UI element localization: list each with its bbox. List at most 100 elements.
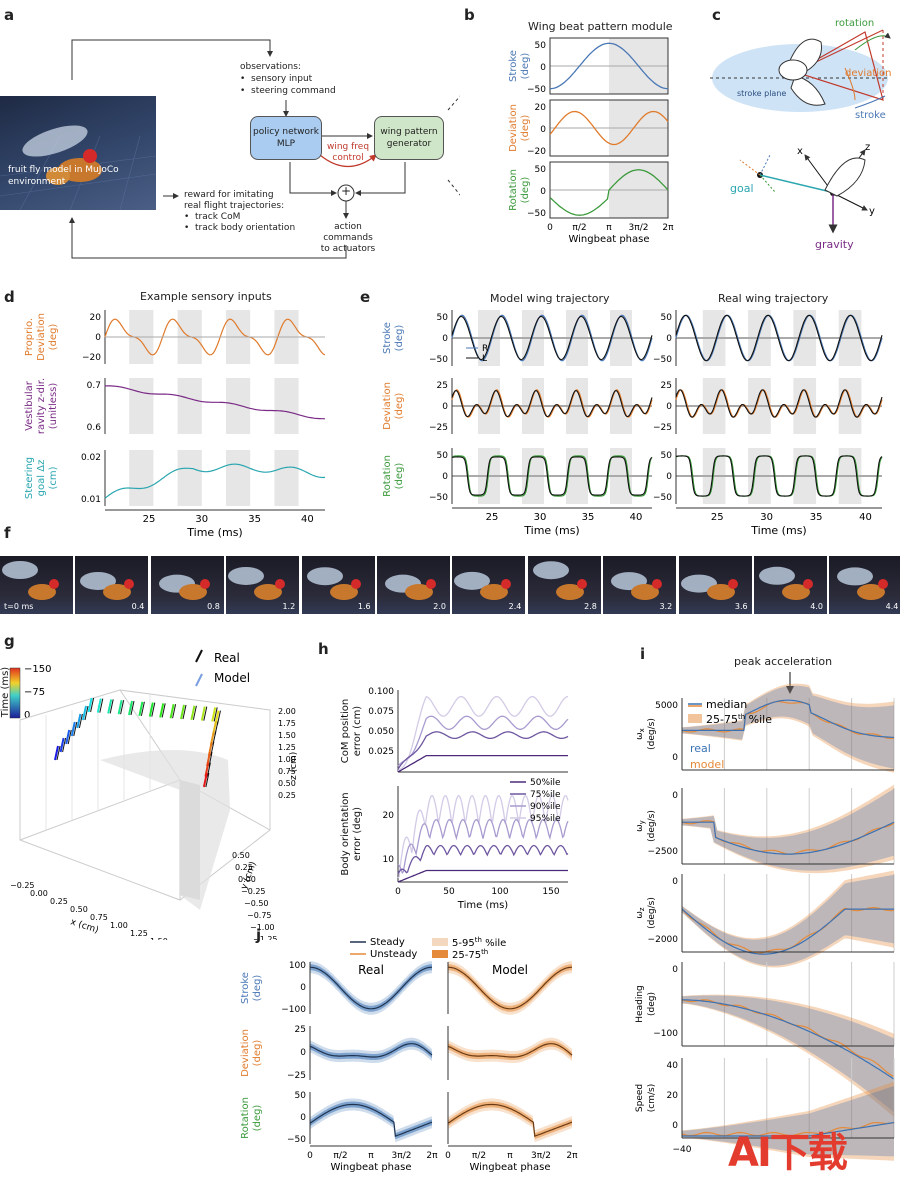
- fly-render-image: [0, 125, 156, 210]
- ytick: −25: [287, 1071, 306, 1081]
- median-trace: [309, 1043, 433, 1058]
- ytick: 0: [672, 791, 678, 801]
- panel-b-title: Wing beat pattern module: [528, 20, 673, 33]
- fly-frame-image: [454, 571, 512, 600]
- panel-h-letter: h: [318, 640, 329, 658]
- trajectory-model-tick: [169, 703, 175, 719]
- ylabel-0: Stroke (deg): [382, 322, 405, 354]
- phase-shade: [129, 450, 154, 506]
- ytick: 0.6: [87, 423, 102, 433]
- ztick: 1.25: [278, 743, 296, 752]
- frame-time-label: 3.2: [659, 602, 673, 611]
- trajectory-model-tick: [202, 772, 208, 788]
- p95-band: [310, 1098, 432, 1143]
- median-trace: [309, 966, 433, 1010]
- ytick: 0.00: [238, 875, 256, 884]
- video-frame: 2.8: [527, 556, 601, 614]
- com-error-90%ile: [397, 715, 569, 767]
- trajectory-real-tick: [90, 697, 95, 713]
- fly-frame-image: [385, 574, 436, 600]
- colorbar: [9, 667, 21, 719]
- axis-z-label: z: [865, 142, 870, 153]
- frame-time-label: 1.6: [357, 602, 371, 611]
- video-frame: 2.4: [452, 556, 526, 614]
- ytick: 25: [437, 381, 448, 391]
- trajectory-model-tick: [200, 706, 206, 721]
- trajectory-model-tick: [87, 697, 93, 713]
- fly-frame-image: [228, 566, 286, 600]
- ytick: 50: [535, 41, 547, 51]
- model-iqr-band: [682, 1081, 894, 1161]
- xtick: 0.75: [90, 913, 108, 922]
- ytick: 0.050: [368, 727, 394, 737]
- orient-error-95%ile: [397, 794, 569, 879]
- ytick: 50: [661, 451, 673, 461]
- trajectory-model-tick: [211, 707, 217, 722]
- ytick: −50: [429, 493, 448, 503]
- xtick: 3π/2: [531, 1151, 551, 1161]
- panel-c-letter: c: [712, 6, 721, 24]
- panel-j-letter: j: [256, 926, 262, 944]
- trajectory-model-tick: [54, 745, 59, 761]
- ylabel-1-line: (unitless): [48, 383, 59, 430]
- ylabel-name: Speed: [635, 1084, 645, 1112]
- panel-i-letter: i: [640, 645, 646, 663]
- ytick: −0.75: [247, 911, 272, 920]
- ztick: 2.00: [278, 707, 296, 716]
- cbar-tick: −150: [24, 664, 51, 675]
- p95-band: [448, 961, 572, 1015]
- phase-shade: [274, 450, 299, 506]
- ytick: 0: [95, 333, 101, 343]
- frame-time-label: 4.0: [810, 602, 823, 611]
- ylabel-1-line: (deg): [394, 393, 405, 420]
- ylabel-0-line: Stroke: [382, 322, 393, 354]
- panel-a-arrows: [69, 39, 460, 259]
- ylabel-name: ωx: [635, 728, 646, 740]
- ytick: 0.100: [368, 687, 394, 697]
- trajectory-real-tick: [203, 706, 208, 721]
- legend-p95-swatch: [432, 938, 448, 946]
- legend-model: Model: [214, 671, 250, 685]
- trajectory-model-tick: [159, 703, 165, 718]
- ylabel-0-line: Deviation: [36, 313, 47, 361]
- ylabel-1: Deviation (deg): [508, 104, 531, 152]
- sensory-trace: [104, 385, 326, 420]
- ytick: −50: [429, 355, 448, 365]
- zlabel: z (cm): [289, 752, 299, 780]
- ytick: 0.01: [81, 495, 101, 505]
- trajectory-real-tick: [99, 698, 104, 713]
- goal-label: goal: [730, 182, 754, 195]
- ytick: 0.075: [368, 707, 394, 717]
- ztick: 1.00: [278, 755, 296, 764]
- xtick: 40: [630, 512, 643, 523]
- watermark-logo: AI下载: [728, 1130, 848, 1176]
- panel-e-chart: 50 0 −50 25 0 −25 50 0 −50 25 30 35 40 Time (ms) 50 0 −5…: [382, 310, 883, 537]
- ylabel-0-line: (deg): [48, 324, 59, 351]
- phase-shade: [226, 378, 251, 434]
- legend-L: L: [482, 354, 487, 364]
- video-frame: 1.6: [301, 556, 375, 614]
- ylabel-2-line: Rotation: [508, 169, 519, 211]
- ylabel-2: Rotation (deg): [240, 1097, 263, 1139]
- ytick: −25: [429, 423, 448, 433]
- ytick: 0: [540, 125, 546, 135]
- ytick: −1.25: [253, 935, 278, 940]
- panel-d-letter: d: [4, 288, 15, 306]
- trajectory-real-tick: [120, 700, 125, 715]
- xtick: 0: [395, 887, 401, 897]
- panel-d-title: Example sensory inputs: [140, 290, 272, 303]
- ytick: 20: [535, 103, 547, 113]
- com-error-95%ile: [397, 695, 569, 772]
- ylabel-0-line: (deg): [252, 975, 263, 1002]
- ytick: 0: [300, 1048, 306, 1058]
- trajectory-real-tick: [208, 752, 213, 767]
- orient-error-50%ile: [397, 869, 568, 883]
- frame-time-label: 2.4: [508, 602, 522, 611]
- peak-acceleration-annotation: peak acceleration: [734, 655, 833, 668]
- trajectory-real-tick: [73, 721, 78, 737]
- ylabel-bot: Body orientation error (deg): [340, 792, 363, 875]
- ylabel-2-line: Rotation: [382, 455, 393, 497]
- ylabel-name: Heading: [635, 985, 645, 1022]
